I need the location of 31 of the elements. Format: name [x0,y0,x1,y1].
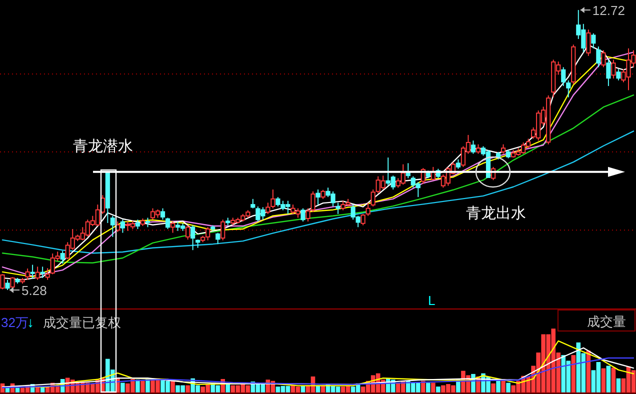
bar [491,383,496,392]
annotation: 成交量 [587,314,626,329]
bar [606,366,611,392]
bar [616,378,621,392]
annotation: 青龙潜水 [73,138,133,155]
bar [431,382,436,392]
annotation: 青龙出水 [466,205,526,222]
candlestick [316,189,320,206]
annotation: 32万 [1,315,28,330]
candlestick [45,268,50,280]
annotation: 5.28 [22,283,47,298]
annotation: ↓ [27,314,34,330]
bar [136,380,140,392]
bar [170,380,175,392]
bar [601,368,606,392]
text: L [428,293,436,308]
bar [496,380,500,392]
bar [571,355,576,392]
bar [611,368,616,392]
bar [506,382,510,392]
bar [426,382,430,392]
bar [226,384,230,392]
bar [140,380,145,392]
bar [186,385,190,392]
bar [5,388,10,392]
bar [15,388,20,392]
bar [120,382,125,392]
annotation: 12.72 [592,3,625,18]
bar [40,387,45,392]
bar [146,379,150,392]
bar [436,386,440,392]
